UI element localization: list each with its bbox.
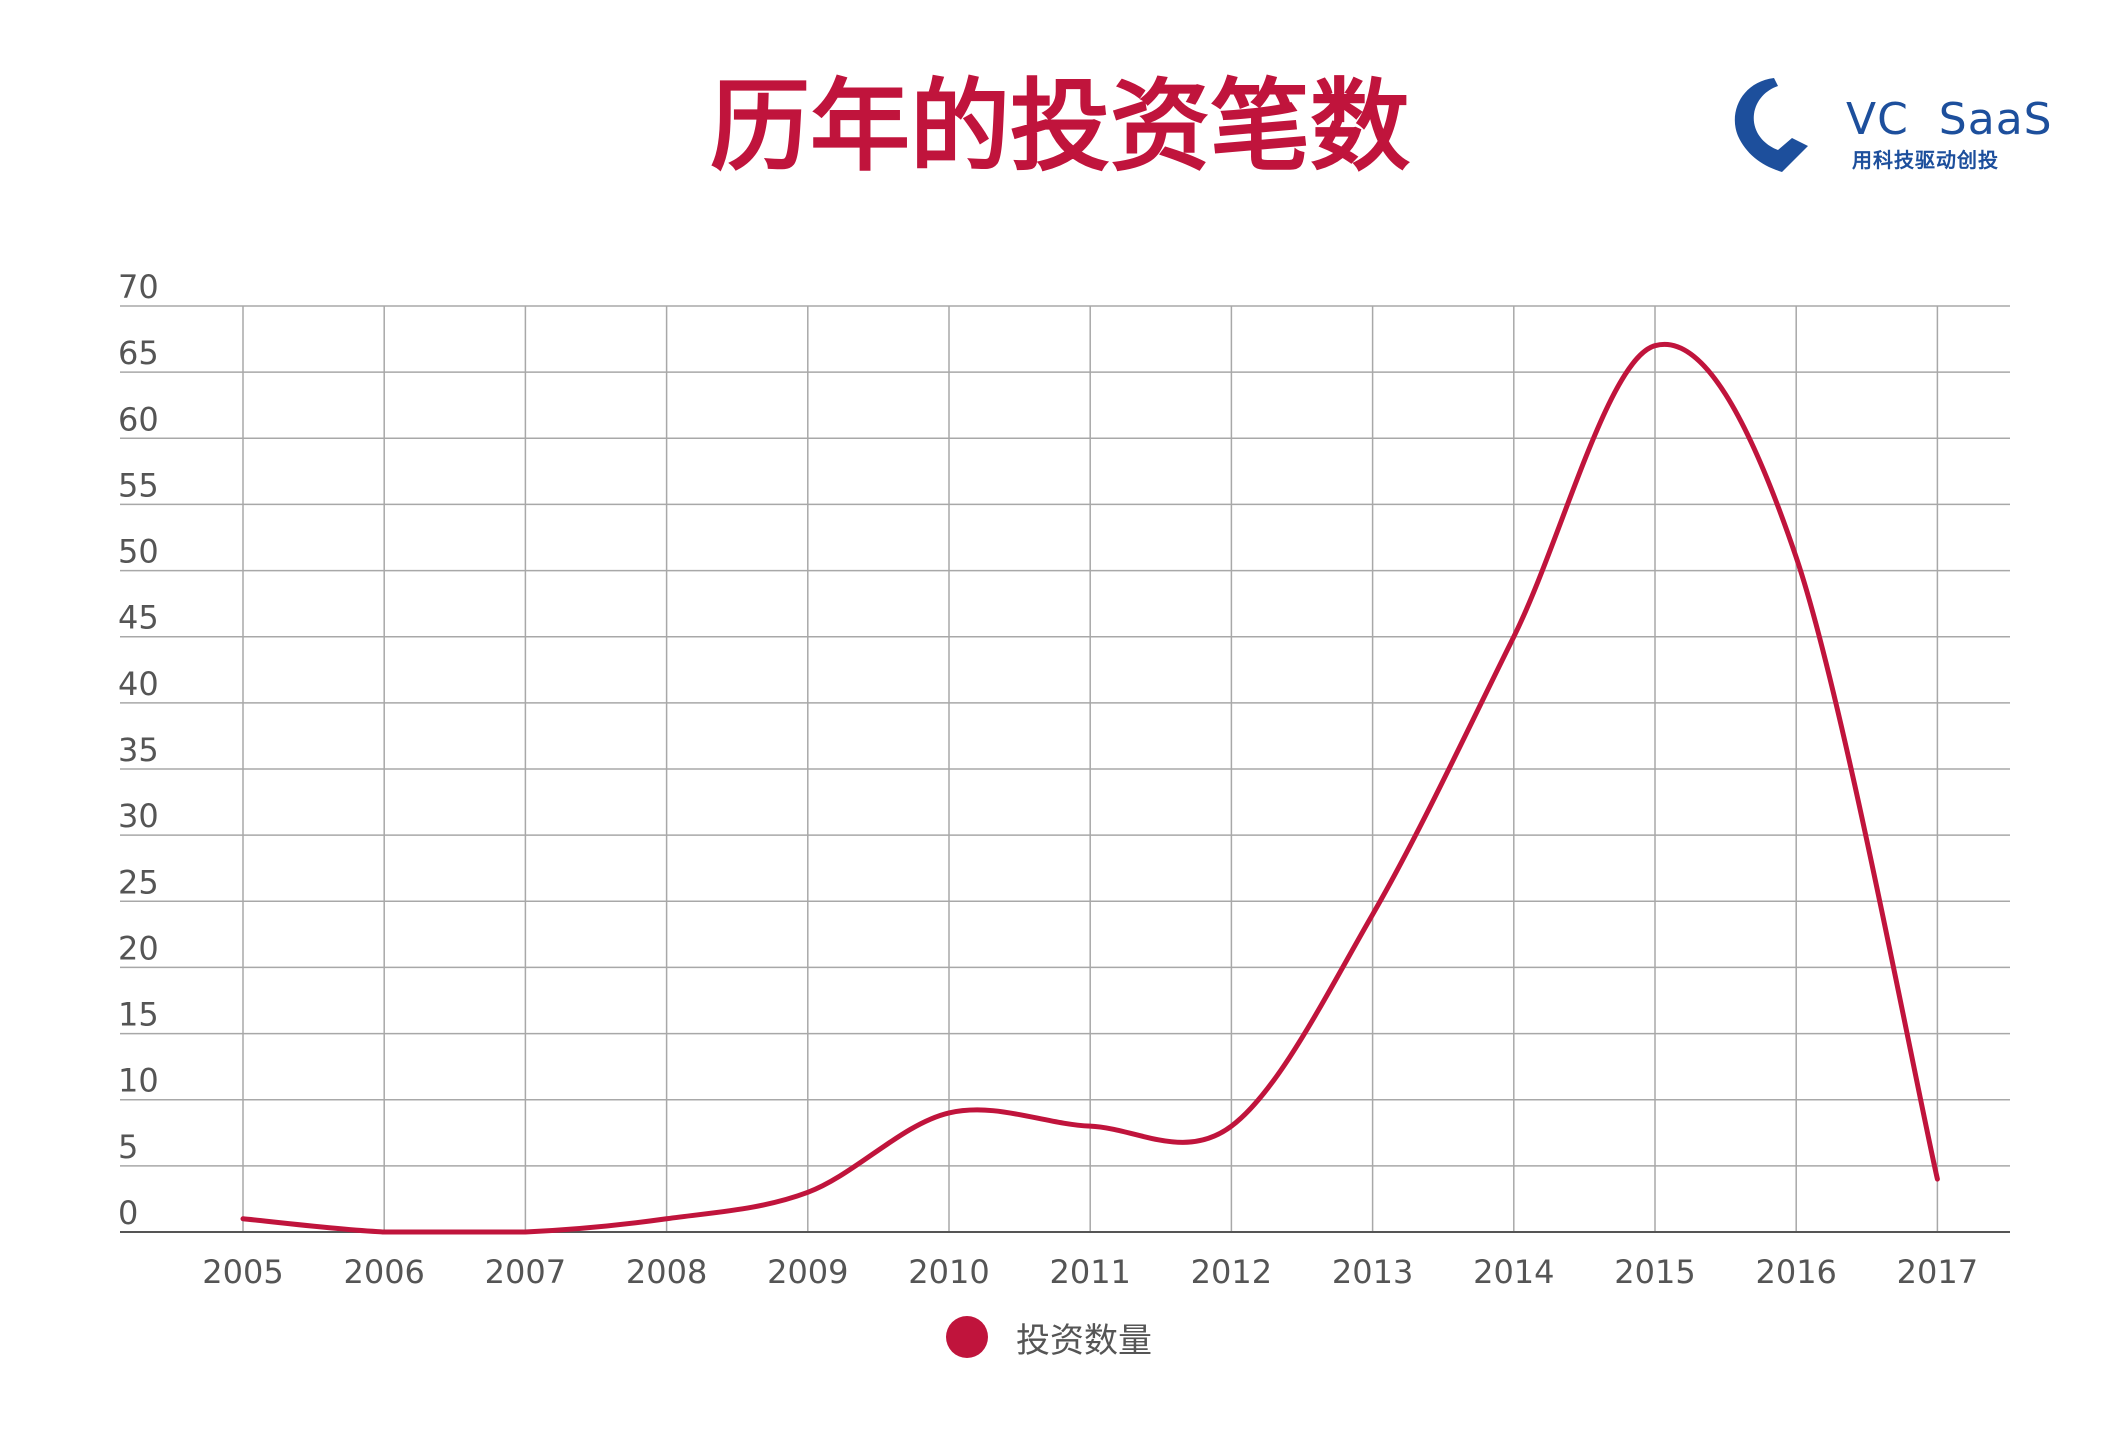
y-tick-label: 70	[118, 268, 159, 306]
data-point	[1511, 634, 1517, 640]
y-tick-label: 30	[118, 797, 159, 835]
data-point	[1793, 554, 1799, 560]
data-point	[1652, 343, 1658, 349]
x-tick-label: 2009	[767, 1253, 848, 1291]
x-tick-label: 2013	[1332, 1253, 1413, 1291]
legend-marker	[946, 1316, 988, 1358]
y-tick-label: 55	[118, 466, 159, 504]
logo-mark-icon	[1734, 78, 1808, 172]
series-layer	[240, 341, 1940, 1235]
data-point	[664, 1216, 670, 1222]
vc-saas-logo: VC SaaS 用科技驱动创投	[1728, 76, 2052, 176]
data-point	[381, 1229, 387, 1235]
y-tick-label: 5	[118, 1128, 138, 1166]
tick-labels: 0 5 10 15 20 25 30 35 40 45 50 55 60 65 70 2005 2006 2007…	[118, 268, 1978, 1291]
data-point	[805, 1189, 811, 1195]
x-tick-label: 2014	[1473, 1253, 1554, 1291]
data-point	[1228, 1123, 1234, 1129]
y-tick-label: 35	[118, 731, 159, 769]
data-point	[522, 1229, 528, 1235]
x-tick-label: 2008	[626, 1253, 707, 1291]
series-line-0	[240, 341, 1940, 1235]
y-tick-label: 0	[118, 1194, 138, 1232]
y-tick-label: 10	[118, 1062, 159, 1100]
x-tick-label: 2012	[1191, 1253, 1272, 1291]
y-tick-label: 40	[118, 665, 159, 703]
logo-slogan: 用科技驱动创投	[1852, 148, 1999, 172]
data-point	[1934, 1176, 1940, 1182]
data-point	[946, 1110, 952, 1116]
x-tick-label: 2017	[1897, 1253, 1978, 1291]
data-point	[1370, 912, 1376, 918]
legend: 投资数量	[946, 1310, 1152, 1364]
y-tick-label: 45	[118, 599, 159, 637]
data-point	[240, 1216, 246, 1222]
x-tick-label: 2010	[908, 1253, 989, 1291]
y-tick-label: 25	[118, 863, 159, 901]
grid-lines	[120, 305, 2010, 1232]
y-tick-label: 15	[118, 996, 159, 1034]
x-tick-label: 2006	[343, 1253, 424, 1291]
legend-label: 投资数量	[1016, 1320, 1152, 1361]
data-point	[1087, 1123, 1093, 1129]
x-tick-label: 2005	[202, 1253, 283, 1291]
x-tick-label: 2015	[1614, 1253, 1695, 1291]
x-tick-label: 2016	[1755, 1253, 1836, 1291]
y-tick-label: 50	[118, 533, 159, 571]
y-tick-label: 60	[118, 400, 159, 438]
x-tick-label: 2011	[1049, 1253, 1130, 1291]
y-tick-label: 20	[118, 929, 159, 967]
chart-title: 历年的投资笔数	[710, 68, 1410, 185]
y-tick-label: 65	[118, 334, 159, 372]
logo-brand-text: VC SaaS	[1846, 94, 2053, 145]
x-tick-label: 2007	[485, 1253, 566, 1291]
